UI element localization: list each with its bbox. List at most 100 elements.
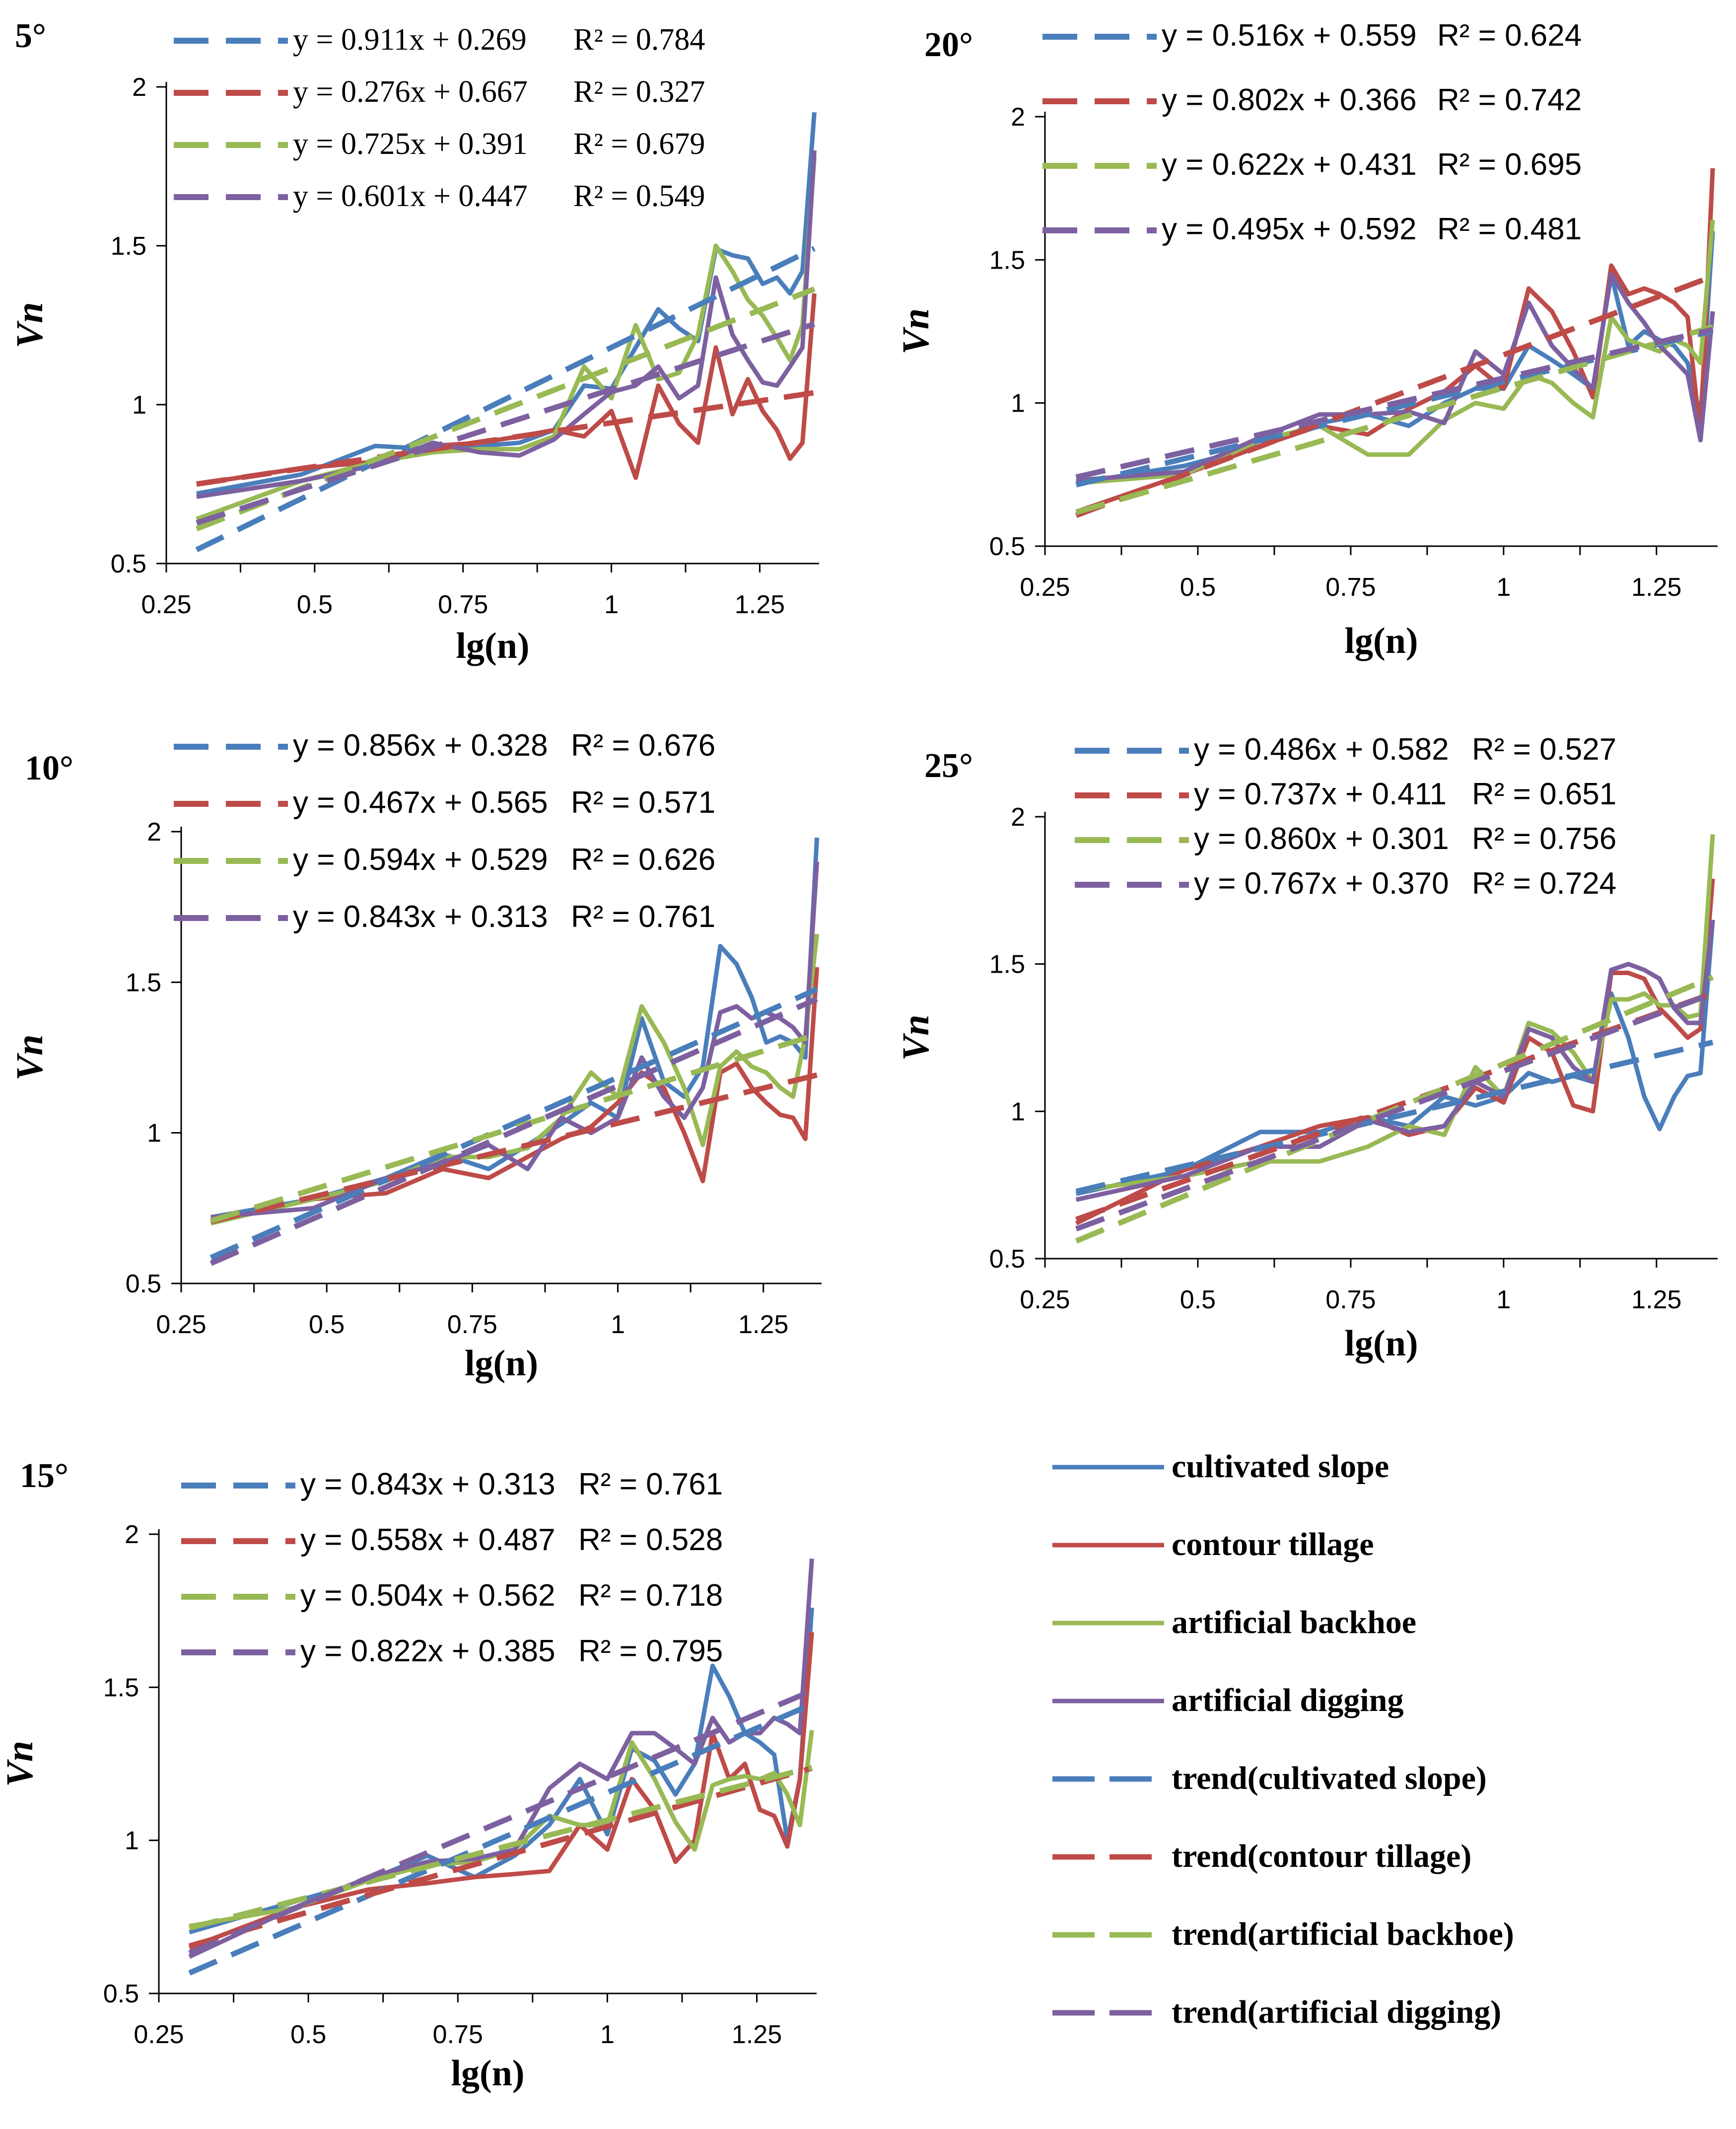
x-tick-label: 1.25: [738, 1310, 788, 1339]
x-tick-label: 0.75: [433, 2020, 483, 2049]
trend-r2: R² = 0.761: [578, 1467, 723, 1501]
y-tick-label: 0.5: [103, 1980, 139, 2008]
legend-label: trend(cultivated slope): [1172, 1760, 1487, 1796]
trend-line-artificial-backhoe: [210, 1032, 818, 1224]
trend-equation: y = 0.467x + 0.565: [293, 785, 548, 820]
legend-label: artificial digging: [1172, 1682, 1403, 1718]
y-tick-label: 1: [1011, 389, 1025, 418]
trend-equation: y = 0.516x + 0.559: [1162, 18, 1417, 53]
y-tick-label: 2: [125, 1520, 139, 1549]
x-tick-label: 1.25: [1631, 1285, 1681, 1314]
trend-line-artificial-digging: [188, 1688, 813, 1956]
x-tick-label: 1: [1496, 1285, 1511, 1314]
trend-line-cultivated-slope: [1075, 328, 1714, 488]
series-line-artificial-digging: [188, 1558, 814, 1959]
chart-title: 10°: [25, 749, 73, 787]
trend-r2: R² = 0.624: [1437, 18, 1582, 53]
x-tick-label: 0.25: [1020, 573, 1070, 602]
legend-label: trend(artificial backhoe): [1172, 1916, 1514, 1952]
x-tick-label: 0.25: [134, 2020, 184, 2049]
chart-title: 25°: [924, 747, 973, 785]
trend-r2: R² = 0.651: [1472, 777, 1616, 811]
trend-line-artificial-backhoe: [189, 1765, 813, 1931]
trend-line-artificial-backhoe: [1075, 324, 1714, 515]
legend-label: cultivated slope: [1172, 1448, 1389, 1485]
trend-equation: y = 0.843x + 0.313: [300, 1467, 556, 1501]
trend-line-cultivated-slope: [209, 987, 818, 1261]
trend-line-cultivated-slope: [195, 246, 816, 553]
x-tick-label: 1: [604, 590, 619, 619]
trend-line-artificial-digging: [1075, 991, 1714, 1232]
trend-equation: y = 0.767x + 0.370: [1194, 866, 1449, 901]
trend-equation: y = 0.822x + 0.385: [300, 1634, 556, 1668]
y-tick-label: 0.5: [111, 550, 146, 578]
chart-title: 20°: [924, 26, 973, 64]
series-line-artificial-digging: [1076, 272, 1715, 483]
y-axis-label: Vn: [9, 1035, 51, 1081]
x-tick-label: 0.5: [290, 2020, 326, 2049]
trend-equation: y = 0.276x + 0.667: [293, 75, 528, 109]
y-tick-label: 0.5: [989, 1245, 1025, 1274]
trend-r2: R² = 0.676: [571, 728, 715, 763]
trend-r2: R² = 0.528: [578, 1523, 723, 1557]
x-axis-label: lg(n): [1345, 621, 1418, 661]
trend-equation: y = 0.495x + 0.592: [1162, 212, 1417, 246]
x-tick-label: 0.75: [1325, 573, 1376, 602]
trend-line-contour-tillage: [210, 1072, 818, 1224]
x-axis-label: lg(n): [451, 2053, 525, 2094]
trend-r2: R² = 0.695: [1437, 147, 1582, 182]
chart-panel-3: 0.5 1 1.5 2 0.25 0.5 0.75 1 1.25 lg(n) Vn 25° y = 0.…: [895, 732, 1718, 1364]
trend-r2: R² = 0.784: [573, 23, 705, 57]
x-tick-label: 1: [600, 2020, 615, 2049]
trend-r2: R² = 0.761: [571, 900, 715, 934]
y-axis-label: Vn: [895, 308, 937, 355]
legend: cultivated slope contour tillage artificia…: [1052, 1448, 1514, 2030]
trend-r2: R² = 0.756: [1472, 822, 1616, 856]
trend-r2: R² = 0.571: [571, 785, 715, 820]
trend-line-cultivated-slope: [1075, 1040, 1714, 1194]
trend-equation: y = 0.504x + 0.562: [300, 1578, 556, 1613]
x-tick-label: 1: [1496, 573, 1511, 602]
series-line-contour-tillage: [1075, 168, 1715, 514]
x-axis-label: lg(n): [465, 1343, 538, 1384]
trend-equation: y = 0.486x + 0.582: [1194, 732, 1449, 767]
y-tick-label: 2: [132, 73, 146, 102]
x-tick-label: 0.75: [1325, 1285, 1376, 1314]
series-line-cultivated-slope: [1075, 920, 1715, 1196]
y-tick-label: 2: [147, 818, 161, 847]
trend-r2: R² = 0.679: [573, 127, 705, 161]
x-tick-label: 0.75: [438, 590, 488, 619]
legend-label: contour tillage: [1172, 1526, 1374, 1562]
series-line-artificial-backhoe: [196, 156, 817, 521]
y-tick-label: 1: [132, 391, 146, 420]
chart-panel-4: 0.5 1 1.5 2 0.25 0.5 0.75 1 1.25 lg(n) Vn 15° y = 0.…: [0, 1457, 817, 2094]
legend-label: trend(artificial digging): [1172, 1994, 1501, 2030]
y-tick-label: 1.5: [989, 950, 1025, 979]
trend-equation: y = 0.911x + 0.269: [293, 23, 527, 57]
trend-line-contour-tillage: [188, 1765, 813, 1949]
x-tick-label: 1.25: [1631, 573, 1681, 602]
trend-line-contour-tillage: [196, 390, 815, 487]
series-line-artificial-backhoe: [189, 1730, 814, 1928]
y-tick-label: 1: [1011, 1097, 1025, 1126]
trend-r2: R² = 0.626: [571, 843, 715, 877]
chart-panel-0: 0.5 1 1.5 2 0.25 0.5 0.75 1 1.25 lg(n) Vn 5° y = 0.9…: [9, 17, 819, 666]
trend-equation: y = 0.601x + 0.447: [293, 179, 528, 213]
x-tick-label: 1.25: [735, 590, 785, 619]
trend-equation: y = 0.856x + 0.328: [293, 728, 548, 763]
trend-equation: y = 0.622x + 0.431: [1162, 147, 1417, 182]
trend-equation: y = 0.802x + 0.366: [1162, 83, 1417, 117]
y-axis-label: Vn: [9, 302, 51, 349]
y-tick-label: 2: [1011, 803, 1025, 832]
trend-line-contour-tillage: [1075, 274, 1714, 518]
y-tick-label: 1.5: [126, 968, 161, 997]
x-tick-label: 0.5: [1180, 1285, 1216, 1314]
trend-r2: R² = 0.527: [1472, 732, 1616, 767]
x-tick-label: 0.5: [1180, 573, 1216, 602]
x-axis-label: lg(n): [456, 626, 530, 666]
trend-line-artificial-digging: [209, 996, 818, 1266]
trend-r2: R² = 0.327: [573, 75, 705, 109]
x-tick-label: 1: [611, 1310, 625, 1339]
trend-r2: R² = 0.718: [578, 1578, 723, 1613]
